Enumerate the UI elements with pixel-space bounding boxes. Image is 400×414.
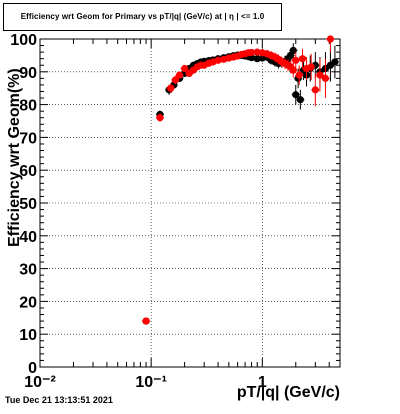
- data-point: [181, 64, 189, 73]
- data-point: [326, 35, 335, 43]
- chart-title: Efficiency wrt Geom for Primary vs pT/|q…: [20, 12, 265, 21]
- data-point: [167, 84, 175, 92]
- data-point: [214, 56, 222, 64]
- y-tick-label: 60: [19, 163, 37, 180]
- y-tick-label: 70: [19, 130, 37, 147]
- data-point: [295, 71, 303, 79]
- x-tick-label: 10⁻²: [24, 374, 56, 391]
- data-point: [321, 74, 330, 82]
- y-axis-label: Efficiency wrt Geom(%): [6, 68, 23, 247]
- data-point: [331, 58, 339, 66]
- data-point: [156, 114, 164, 122]
- y-tick-label: 10: [19, 327, 37, 344]
- grid-layer: [40, 39, 340, 367]
- y-tick-label: 0: [28, 360, 37, 377]
- data-point: [298, 55, 307, 63]
- data-point: [247, 48, 256, 57]
- data-point: [292, 56, 300, 64]
- data-point: [171, 76, 179, 84]
- data-point: [289, 66, 297, 74]
- series-1: [142, 35, 335, 325]
- timestamp-footer: Tue Dec 21 13:13:51 2021: [5, 395, 113, 405]
- axis-layer: 0 10 20 30 40 50 60 70 80 90 100 10⁻² 10⁻¹ 1: [10, 32, 341, 391]
- y-tick-label: 90: [19, 65, 37, 82]
- data-point: [142, 317, 150, 325]
- data-point: [292, 91, 300, 99]
- y-tick-label: 30: [19, 262, 37, 279]
- data-point: [307, 63, 315, 71]
- y-tick-label: 50: [19, 196, 37, 213]
- x-axis-label: pT/|q| (GeV/c): [236, 384, 340, 401]
- data-point: [175, 71, 184, 79]
- x-tick-label: 10⁻¹: [135, 374, 167, 391]
- data-point: [311, 86, 319, 94]
- title-box: Efficiency wrt Geom for Primary vs pT/|q…: [3, 3, 282, 31]
- y-tick-label: 40: [19, 229, 37, 246]
- x-tick-label: 1: [258, 374, 267, 391]
- y-tick-label: 80: [19, 98, 37, 115]
- y-tick-label: 20: [19, 294, 37, 311]
- series-layer: [142, 35, 339, 325]
- y-tick-label: 100: [10, 32, 37, 49]
- data-point: [296, 96, 304, 104]
- data-point: [316, 71, 324, 79]
- data-point: [289, 46, 297, 55]
